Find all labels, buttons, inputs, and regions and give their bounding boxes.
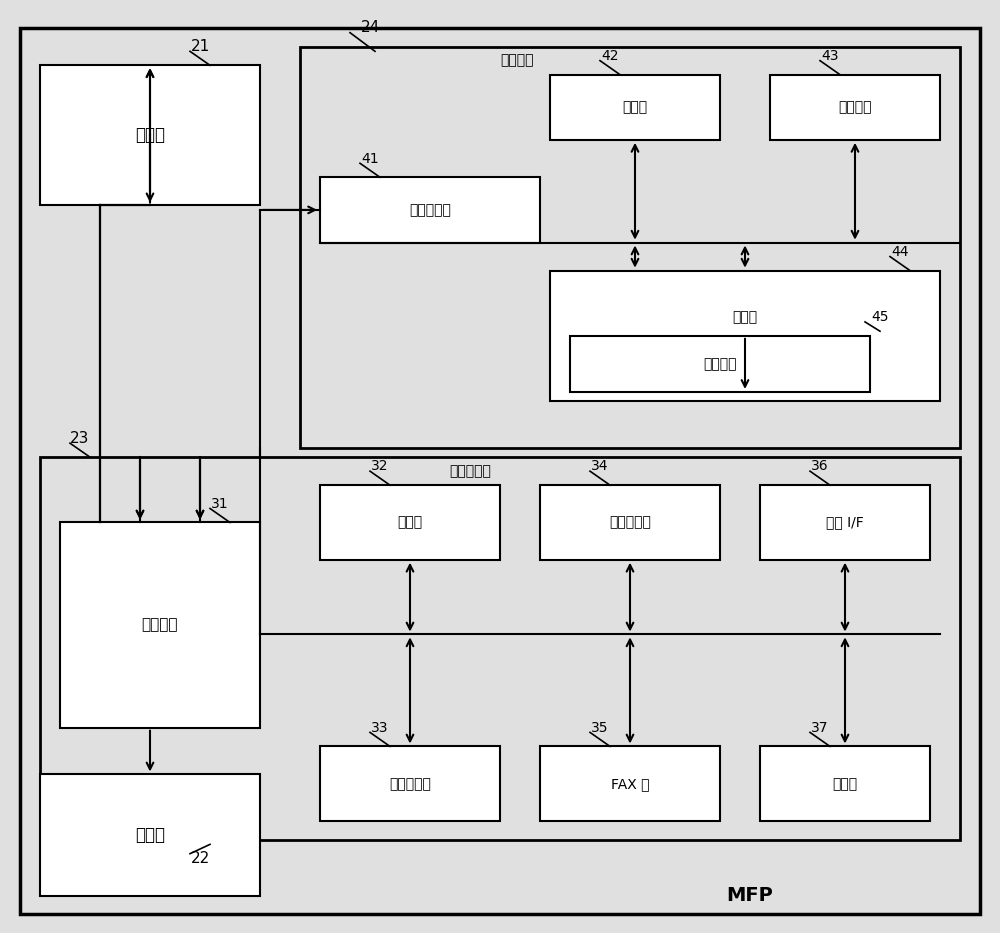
Text: 45: 45 bbox=[871, 310, 889, 325]
Text: 系统控制部: 系统控制部 bbox=[449, 464, 491, 479]
Bar bbox=[320, 746, 500, 821]
Text: FAX 部: FAX 部 bbox=[611, 776, 649, 791]
Text: 31: 31 bbox=[211, 496, 229, 511]
Text: 43: 43 bbox=[821, 49, 839, 63]
Text: 面板控制部: 面板控制部 bbox=[409, 202, 451, 217]
Text: 主控制部: 主控制部 bbox=[142, 618, 178, 633]
Bar bbox=[540, 485, 720, 560]
Text: 存储器: 存储器 bbox=[622, 100, 648, 115]
Text: 22: 22 bbox=[190, 851, 210, 866]
Bar bbox=[40, 457, 960, 840]
Bar bbox=[550, 75, 720, 140]
Bar bbox=[320, 485, 500, 560]
Text: 外部 I/F: 外部 I/F bbox=[826, 515, 864, 530]
Text: 图像处理部: 图像处理部 bbox=[609, 515, 651, 530]
Text: 37: 37 bbox=[811, 720, 829, 735]
Text: 触摸面板: 触摸面板 bbox=[703, 356, 737, 371]
Text: 扫描器: 扫描器 bbox=[135, 126, 165, 145]
Text: 存储器: 存储器 bbox=[397, 515, 423, 530]
Text: 21: 21 bbox=[190, 39, 210, 54]
Bar bbox=[300, 47, 960, 448]
Text: 23: 23 bbox=[70, 431, 90, 446]
Text: 34: 34 bbox=[591, 459, 609, 474]
Bar bbox=[60, 522, 260, 728]
Bar bbox=[760, 746, 930, 821]
Text: 33: 33 bbox=[371, 720, 389, 735]
Bar bbox=[40, 65, 260, 205]
Text: 42: 42 bbox=[601, 49, 619, 63]
Text: 35: 35 bbox=[591, 720, 609, 735]
Text: 32: 32 bbox=[371, 459, 389, 474]
Text: 打印机: 打印机 bbox=[135, 826, 165, 844]
Text: 显示部: 显示部 bbox=[732, 310, 758, 325]
Bar bbox=[760, 485, 930, 560]
Bar bbox=[770, 75, 940, 140]
Text: 图像存储器: 图像存储器 bbox=[389, 776, 431, 791]
Text: 41: 41 bbox=[361, 151, 379, 166]
Bar bbox=[40, 774, 260, 896]
Text: MFP: MFP bbox=[727, 886, 773, 905]
Text: 控制面板: 控制面板 bbox=[500, 53, 534, 68]
Bar bbox=[540, 746, 720, 821]
Bar bbox=[550, 271, 940, 401]
Text: 操作按鈕: 操作按鈕 bbox=[838, 100, 872, 115]
Text: 通信部: 通信部 bbox=[832, 776, 858, 791]
Text: 44: 44 bbox=[891, 244, 909, 259]
Text: 24: 24 bbox=[360, 21, 380, 35]
Bar bbox=[320, 177, 540, 243]
Text: 36: 36 bbox=[811, 459, 829, 474]
Bar bbox=[570, 336, 870, 392]
